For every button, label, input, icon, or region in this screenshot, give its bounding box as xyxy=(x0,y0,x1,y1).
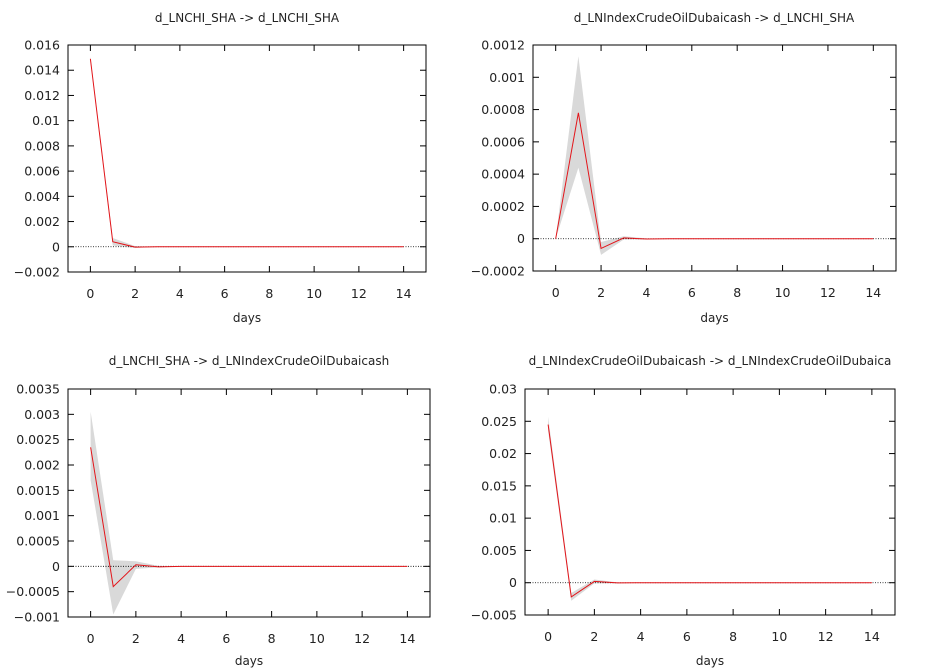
x-tick-label: 10 xyxy=(771,629,787,644)
y-tick-label: 0.0004 xyxy=(481,167,525,182)
x-tick-label: 8 xyxy=(729,629,737,644)
response-line xyxy=(555,112,874,250)
x-tick-label: 6 xyxy=(221,286,229,301)
y-tick-label: −0.001 xyxy=(14,610,60,625)
plot-frame xyxy=(532,44,897,272)
x-tick-label: 2 xyxy=(132,631,140,646)
y-tick-label: 0 xyxy=(517,231,525,246)
y-tick-label: 0.002 xyxy=(24,214,60,229)
y-tick-label: 0.001 xyxy=(24,508,60,523)
x-tick-label: 12 xyxy=(820,285,836,300)
chart-panel-3: d_LNCHI_SHA -> d_LNIndexCrudeOilDubaicas… xyxy=(6,354,431,668)
y-tick-label: 0.014 xyxy=(24,63,60,78)
y-tick-label: 0.003 xyxy=(24,407,60,422)
x-tick-label: 2 xyxy=(597,285,605,300)
x-tick-label: 6 xyxy=(688,285,696,300)
x-tick-label: 0 xyxy=(544,629,552,644)
x-tick-label: 14 xyxy=(865,285,881,300)
response-line xyxy=(89,58,404,248)
y-tick-label: 0 xyxy=(52,559,60,574)
y-tick-label: −0.0005 xyxy=(6,584,60,599)
x-tick-label: 0 xyxy=(87,631,95,646)
x-tick-label: 4 xyxy=(176,286,184,301)
chart-title: d_LNCHI_SHA -> d_LNCHI_SHA xyxy=(155,11,340,25)
x-tick-label: 10 xyxy=(775,285,791,300)
x-tick-label: 4 xyxy=(637,629,645,644)
x-tick-label: 14 xyxy=(399,631,415,646)
chart-panel-2: d_LNIndexCrudeOilDubaicash -> d_LNCHI_SH… xyxy=(471,11,897,325)
x-tick-label: 6 xyxy=(222,631,230,646)
x-tick-label: 10 xyxy=(306,286,322,301)
plot-frame xyxy=(524,388,896,616)
y-tick-label: 0.0025 xyxy=(16,432,60,447)
y-tick-label: 0.005 xyxy=(481,543,517,558)
x-tick-label: 0 xyxy=(86,286,94,301)
y-tick-label: 0.015 xyxy=(481,478,517,493)
y-tick-label: 0.001 xyxy=(489,70,525,85)
x-tick-label: 8 xyxy=(265,286,273,301)
confidence-band xyxy=(548,416,872,601)
y-tick-label: 0 xyxy=(509,575,517,590)
y-tick-label: 0.004 xyxy=(24,189,60,204)
x-tick-label: 2 xyxy=(590,629,598,644)
x-tick-label: 14 xyxy=(864,629,880,644)
x-axis-label: days xyxy=(696,654,724,668)
y-tick-label: 0.0012 xyxy=(481,38,525,53)
response-line xyxy=(90,447,408,588)
x-tick-label: 14 xyxy=(396,286,412,301)
y-tick-label: 0.0035 xyxy=(16,382,60,397)
y-tick-label: 0.01 xyxy=(489,511,517,526)
x-tick-label: 8 xyxy=(268,631,276,646)
y-tick-label: 0.0008 xyxy=(481,102,525,117)
y-tick-label: 0.02 xyxy=(489,446,517,461)
confidence-band xyxy=(90,56,404,249)
y-tick-label: 0.025 xyxy=(481,414,517,429)
x-tick-label: 10 xyxy=(309,631,325,646)
x-tick-label: 0 xyxy=(552,285,560,300)
y-tick-label: 0.0006 xyxy=(481,134,525,149)
x-axis-label: days xyxy=(700,311,728,325)
y-tick-label: −0.002 xyxy=(14,265,60,280)
x-tick-label: 4 xyxy=(642,285,650,300)
plot-frame xyxy=(67,44,427,273)
x-tick-label: 4 xyxy=(177,631,185,646)
x-tick-label: 12 xyxy=(354,631,370,646)
x-axis-label: days xyxy=(233,311,261,325)
y-tick-label: 0.0005 xyxy=(16,534,60,549)
chart-title: d_LNIndexCrudeOilDubaicash -> d_LNCHI_SH… xyxy=(574,11,855,25)
x-tick-label: 12 xyxy=(818,629,834,644)
x-tick-label: 12 xyxy=(351,286,367,301)
y-tick-label: 0.016 xyxy=(24,38,60,53)
chart-panel-1: d_LNCHI_SHA -> d_LNCHI_SHA0.0160.0140.01… xyxy=(14,11,427,325)
y-tick-label: 0.03 xyxy=(489,382,517,397)
y-tick-label: −0.0002 xyxy=(471,264,525,279)
plot-frame xyxy=(67,388,431,618)
confidence-band xyxy=(555,56,874,255)
chart-panel-4: d_LNIndexCrudeOilDubaicash -> d_LNIndexC… xyxy=(471,354,896,668)
x-tick-label: 8 xyxy=(733,285,741,300)
y-tick-label: 0.01 xyxy=(32,113,60,128)
y-tick-label: 0.0015 xyxy=(16,483,60,498)
chart-title: d_LNCHI_SHA -> d_LNIndexCrudeOilDubaicas… xyxy=(109,354,389,368)
x-axis-label: days xyxy=(235,654,263,668)
confidence-band xyxy=(90,411,408,615)
y-tick-label: 0.002 xyxy=(24,458,60,473)
y-tick-label: 0.008 xyxy=(24,138,60,153)
y-tick-label: −0.005 xyxy=(471,608,517,623)
chart-title: d_LNIndexCrudeOilDubaicash -> d_LNIndexC… xyxy=(529,354,892,368)
response-line xyxy=(547,424,872,598)
x-tick-label: 2 xyxy=(131,286,139,301)
y-tick-label: 0.0002 xyxy=(481,199,525,214)
x-tick-label: 6 xyxy=(683,629,691,644)
y-tick-label: 0.012 xyxy=(24,88,60,103)
y-tick-label: 0.006 xyxy=(24,164,60,179)
y-tick-label: 0 xyxy=(52,239,60,254)
